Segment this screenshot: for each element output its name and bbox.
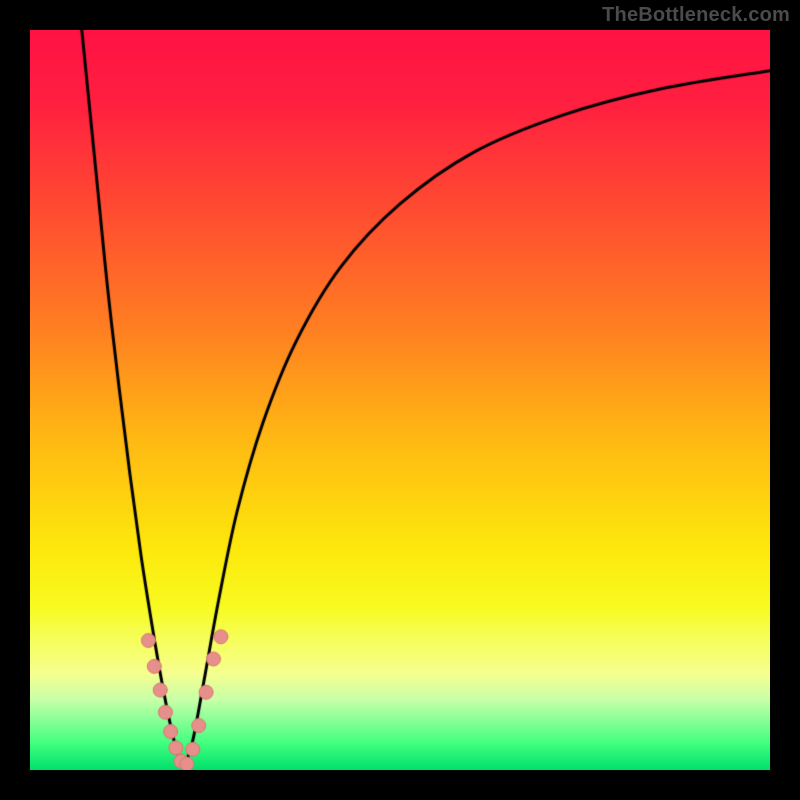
chart-stage: TheBottleneck.com	[0, 0, 800, 800]
plot-area	[30, 30, 770, 770]
watermark-text: TheBottleneck.com	[602, 4, 790, 27]
bottleneck-curve-canvas	[30, 30, 770, 770]
